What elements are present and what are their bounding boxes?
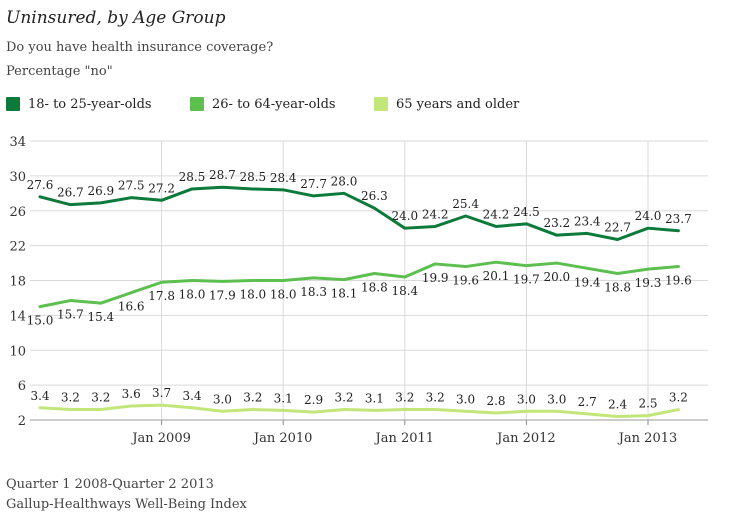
data-label: 3.0 [213,392,232,406]
data-label: 3.1 [274,391,293,405]
data-label: 3.4 [30,389,49,403]
data-label: 18.0 [179,288,206,302]
x-tick-label: Jan 2009 [130,431,191,446]
y-tick-label: 14 [9,309,26,324]
x-tick-label: Jan 2011 [374,431,435,446]
data-label: 3.2 [243,391,262,405]
legend-swatch-18-25 [6,97,20,111]
y-tick-label: 26 [9,205,26,220]
data-label: 26.9 [87,184,114,198]
data-label: 20.0 [543,270,570,284]
data-label: 28.7 [209,168,236,182]
data-label: 23.2 [543,216,570,230]
legend-item-18-25: 18- to 25-year-olds [6,95,152,113]
series-line-1 [38,260,680,309]
chart-legend: 18- to 25-year-olds 26- to 64-year-olds … [6,95,726,115]
data-label: 19.3 [635,276,662,290]
data-label: 27.6 [27,178,54,192]
data-label: 15.7 [57,308,84,322]
data-label: 15.0 [27,314,54,328]
data-label: 27.5 [118,179,145,193]
data-label: 28.0 [331,174,358,188]
y-tick-label: 10 [9,344,26,359]
data-label: 23.7 [665,212,692,226]
data-label: 19.4 [574,275,601,289]
x-tick-label: Jan 2012 [495,431,556,446]
data-label: 3.2 [426,391,445,405]
data-label: 2.7 [578,395,597,409]
data-label: 3.4 [182,389,201,403]
data-label: 24.5 [513,205,540,219]
data-label: 24.2 [483,207,510,221]
data-label: 2.5 [638,397,657,411]
data-label: 3.1 [365,391,384,405]
data-label: 25.4 [452,197,479,211]
data-label: 2.4 [608,398,627,412]
data-label: 28.5 [179,170,206,184]
legend-label-26-64: 26- to 64-year-olds [212,96,336,112]
y-tick-label: 30 [9,170,26,185]
chart-source: Gallup-Healthways Well-Being Index [6,497,247,512]
legend-swatch-26-64 [190,97,204,111]
data-label: 17.9 [209,288,236,302]
data-label: 18.4 [391,284,418,298]
y-tick-label: 22 [9,240,26,255]
chart-question: Do you have health insurance coverage? [6,40,274,55]
data-label: 19.6 [452,274,479,288]
data-label: 3.6 [122,387,141,401]
data-label: 22.7 [604,221,631,235]
legend-item-65-plus: 65 years and older [374,95,519,113]
chart-period: Quarter 1 2008-Quarter 2 2013 [6,477,214,492]
data-label: 23.4 [574,214,601,228]
data-label: 24.0 [635,209,662,223]
chart-title: Uninsured, by Age Group [6,8,226,28]
data-label: 17.8 [148,289,175,303]
data-label: 18.1 [331,287,358,301]
data-label: 3.0 [547,392,566,406]
data-label: 19.6 [665,274,692,288]
x-tick-label: Jan 2013 [617,431,678,446]
legend-item-26-64: 26- to 64-year-olds [190,95,336,113]
data-label: 19.9 [422,271,449,285]
data-label: 27.7 [300,177,327,191]
y-tick-label: 2 [18,414,26,429]
chart-measure: Percentage "no" [6,64,113,79]
data-label: 24.0 [391,209,418,223]
series-line-2 [38,403,680,419]
data-label: 28.5 [239,170,266,184]
data-label: 18.3 [300,285,327,299]
data-label: 3.2 [91,391,110,405]
x-tick-label: Jan 2010 [252,431,313,446]
data-label: 20.1 [483,269,510,283]
data-label: 3.7 [152,386,171,400]
data-label: 18.0 [270,288,297,302]
data-label: 3.0 [517,392,536,406]
y-tick-label: 6 [18,379,26,394]
data-label: 18.0 [239,288,266,302]
data-label: 26.7 [57,186,84,200]
data-label: 27.2 [148,181,175,195]
data-label: 18.8 [361,281,388,295]
data-label: 26.3 [361,189,388,203]
legend-label-65-plus: 65 years and older [396,96,520,112]
data-label: 2.8 [486,394,505,408]
legend-label-18-25: 18- to 25-year-olds [28,96,152,112]
data-label: 2.9 [304,393,323,407]
series-line-0 [38,185,680,242]
data-label: 16.6 [118,300,145,314]
legend-swatch-65-plus [374,97,388,111]
y-tick-label: 34 [9,135,26,150]
data-label: 3.2 [395,391,414,405]
y-tick-label: 18 [9,275,26,290]
data-label: 3.2 [669,391,688,405]
data-label: 3.2 [61,391,80,405]
data-label: 24.2 [422,207,449,221]
data-label: 3.2 [334,391,353,405]
data-label: 19.7 [513,273,540,287]
data-label: 15.4 [87,310,114,324]
data-label: 18.8 [604,281,631,295]
data-label: 28.4 [270,171,297,185]
data-label: 3.0 [456,392,475,406]
